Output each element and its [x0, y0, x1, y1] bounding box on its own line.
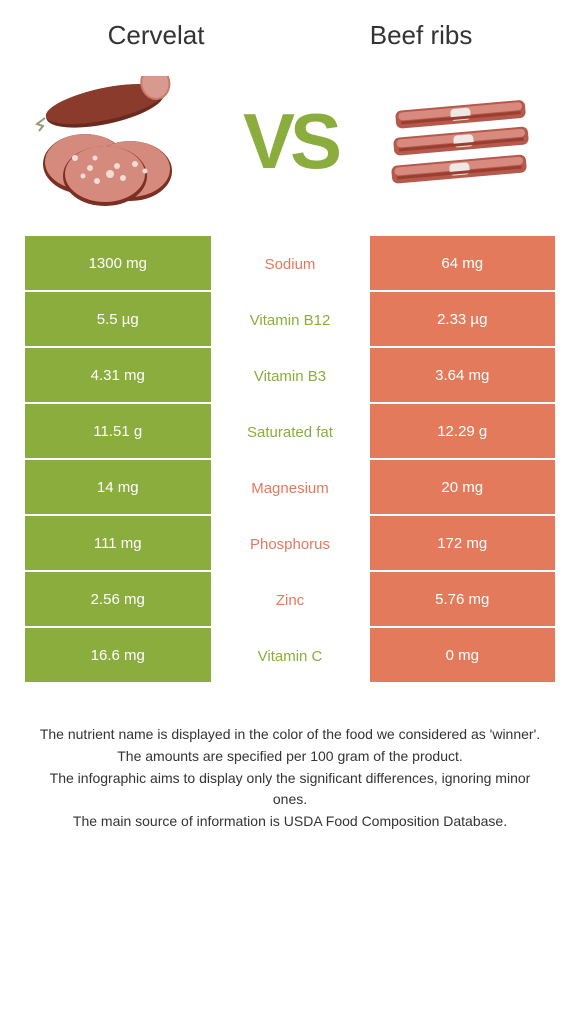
nutrient-label: Zinc — [211, 572, 370, 628]
table-row: 5.5 µgVitamin B122.33 µg — [25, 292, 555, 348]
footer-line: The main source of information is USDA F… — [35, 811, 545, 832]
table-row: 111 mgPhosphorus172 mg — [25, 516, 555, 572]
right-value: 172 mg — [370, 516, 556, 572]
right-food-title: Beef ribs — [370, 20, 473, 51]
footer-line: The amounts are specified per 100 gram o… — [35, 746, 545, 767]
infographic-container: Cervelat Beef ribs — [0, 0, 580, 853]
table-row: 16.6 mgVitamin C0 mg — [25, 628, 555, 684]
table-row: 14 mgMagnesium20 mg — [25, 460, 555, 516]
table-row: 4.31 mgVitamin B33.64 mg — [25, 348, 555, 404]
right-value: 12.29 g — [370, 404, 556, 460]
table-row: 11.51 gSaturated fat12.29 g — [25, 404, 555, 460]
right-value: 2.33 µg — [370, 292, 556, 348]
left-value: 5.5 µg — [25, 292, 211, 348]
header-row: Cervelat Beef ribs — [25, 20, 555, 51]
nutrient-label: Vitamin B12 — [211, 292, 370, 348]
footer-line: The nutrient name is displayed in the co… — [35, 724, 545, 745]
left-value: 2.56 mg — [25, 572, 211, 628]
right-value: 20 mg — [370, 460, 556, 516]
left-value: 11.51 g — [25, 404, 211, 460]
images-row: VS — [25, 76, 555, 206]
cervelat-image — [35, 76, 205, 206]
left-food-title: Cervelat — [108, 20, 205, 51]
beef-ribs-image — [375, 76, 545, 206]
table-row: 2.56 mgZinc5.76 mg — [25, 572, 555, 628]
right-value: 3.64 mg — [370, 348, 556, 404]
left-value: 1300 mg — [25, 236, 211, 292]
right-value: 0 mg — [370, 628, 556, 684]
left-value: 111 mg — [25, 516, 211, 572]
right-value: 5.76 mg — [370, 572, 556, 628]
nutrient-table: 1300 mgSodium64 mg5.5 µgVitamin B122.33 … — [25, 236, 555, 684]
nutrient-label: Sodium — [211, 236, 370, 292]
nutrient-label: Magnesium — [211, 460, 370, 516]
nutrient-label: Saturated fat — [211, 404, 370, 460]
footer-notes: The nutrient name is displayed in the co… — [25, 724, 555, 832]
left-value: 4.31 mg — [25, 348, 211, 404]
left-value: 14 mg — [25, 460, 211, 516]
vs-label: VS — [243, 96, 337, 187]
nutrient-label: Vitamin B3 — [211, 348, 370, 404]
nutrient-label: Vitamin C — [211, 628, 370, 684]
nutrient-label: Phosphorus — [211, 516, 370, 572]
table-row: 1300 mgSodium64 mg — [25, 236, 555, 292]
footer-line: The infographic aims to display only the… — [35, 768, 545, 810]
right-value: 64 mg — [370, 236, 556, 292]
left-value: 16.6 mg — [25, 628, 211, 684]
